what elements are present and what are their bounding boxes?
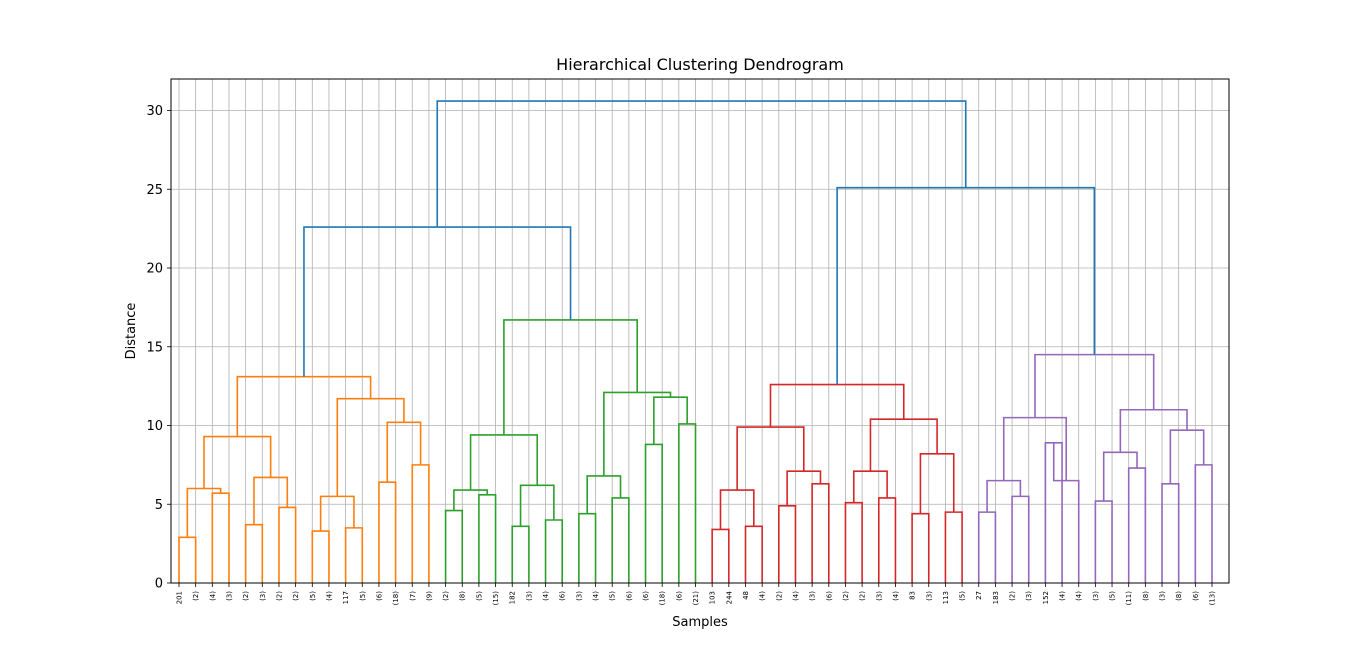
y-axis-ticks: 0 5 10 15 20 25 30 bbox=[146, 104, 171, 592]
dendrogram-links bbox=[178, 100, 1213, 583]
plot-frame bbox=[170, 78, 1230, 584]
x-tick-label: (6) bbox=[625, 591, 633, 601]
x-tick-label: (5) bbox=[959, 591, 967, 601]
x-tick-label: 182 bbox=[509, 591, 517, 604]
chart-title: Hierarchical Clustering Dendrogram bbox=[556, 55, 844, 74]
y-tick-label: 20 bbox=[146, 262, 163, 277]
x-tick-label: (3) bbox=[525, 591, 533, 601]
x-tick-label: (3) bbox=[1092, 591, 1100, 601]
x-axis-label: Samples bbox=[672, 615, 728, 630]
x-tick-label: (6) bbox=[642, 591, 650, 601]
y-axis-label: Distance bbox=[124, 303, 139, 360]
x-tick-label: 27 bbox=[975, 591, 983, 600]
x-tick-label: (4) bbox=[759, 591, 767, 601]
x-tick-label: (2) bbox=[1009, 591, 1017, 601]
y-tick-label: 10 bbox=[146, 419, 163, 434]
x-tick-label: (5) bbox=[309, 591, 317, 601]
x-tick-label: (4) bbox=[209, 591, 217, 601]
x-tick-label: (2) bbox=[775, 591, 783, 601]
x-tick-label: (5) bbox=[609, 591, 617, 601]
x-tick-label: (21) bbox=[692, 591, 700, 606]
x-tick-label: (7) bbox=[409, 591, 417, 601]
x-tick-label: (8) bbox=[459, 591, 467, 601]
x-tick-label: (3) bbox=[809, 591, 817, 601]
x-tick-label: 103 bbox=[709, 591, 717, 604]
x-tick-label: 152 bbox=[1042, 591, 1050, 604]
x-tick-label: (6) bbox=[1192, 591, 1200, 601]
x-tick-label: (9) bbox=[425, 591, 433, 601]
x-tick-label: (6) bbox=[675, 591, 683, 601]
x-tick-label: (3) bbox=[259, 591, 267, 601]
y-tick-label: 0 bbox=[155, 577, 163, 592]
x-tick-label: 117 bbox=[342, 591, 350, 604]
x-tick-label: (3) bbox=[1025, 591, 1033, 601]
x-tick-label: (2) bbox=[292, 591, 300, 601]
x-tick-label: 201 bbox=[176, 591, 184, 604]
x-tick-label: (18) bbox=[392, 591, 400, 606]
x-tick-label: (4) bbox=[892, 591, 900, 601]
y-tick-label: 15 bbox=[146, 340, 163, 355]
x-tick-label: 113 bbox=[942, 591, 950, 604]
x-tick-label: (3) bbox=[875, 591, 883, 601]
x-tick-label: (4) bbox=[592, 591, 600, 601]
x-tick-label: (2) bbox=[442, 591, 450, 601]
x-tick-label: 183 bbox=[992, 591, 1000, 604]
x-tick-label: (3) bbox=[1159, 591, 1167, 601]
x-axis-ticks: 201 (2) (4) (3) (2) (3) (2) (2) (5) (4) 117 (5) (6) (… bbox=[176, 583, 1217, 605]
x-tick-label: (3) bbox=[925, 591, 933, 601]
y-tick-label: 25 bbox=[146, 183, 163, 198]
x-tick-label: 244 bbox=[725, 590, 733, 604]
dendrogram-link-above_threshold bbox=[436, 100, 967, 228]
x-tick-label: (13) bbox=[1209, 591, 1217, 606]
x-tick-label: (6) bbox=[375, 591, 383, 601]
x-tick-label: (15) bbox=[492, 591, 500, 606]
x-tick-label: (5) bbox=[475, 591, 483, 601]
x-tick-label: (2) bbox=[859, 591, 867, 601]
x-tick-label: (8) bbox=[1142, 591, 1150, 601]
y-tick-label: 30 bbox=[146, 104, 163, 119]
x-tick-label: (4) bbox=[542, 591, 550, 601]
x-tick-label: (3) bbox=[225, 591, 233, 601]
x-tick-label: (11) bbox=[1125, 591, 1133, 606]
x-tick-label: 83 bbox=[909, 591, 917, 600]
x-tick-label: 48 bbox=[742, 591, 750, 600]
x-tick-label: (2) bbox=[842, 591, 850, 601]
x-tick-label: (8) bbox=[1175, 591, 1183, 601]
x-tick-label: (2) bbox=[275, 591, 283, 601]
x-tick-label: (5) bbox=[359, 591, 367, 601]
x-tick-label: (4) bbox=[325, 591, 333, 601]
x-tick-label: (2) bbox=[242, 591, 250, 601]
x-tick-label: (5) bbox=[1109, 591, 1117, 601]
y-tick-label: 5 bbox=[155, 498, 163, 513]
x-tick-label: (4) bbox=[1075, 591, 1083, 601]
x-tick-label: (3) bbox=[575, 591, 583, 601]
x-tick-label: (6) bbox=[825, 591, 833, 601]
x-tick-label: (2) bbox=[192, 591, 200, 601]
x-tick-label: (4) bbox=[1059, 591, 1067, 601]
x-tick-label: (6) bbox=[559, 591, 567, 601]
x-tick-label: (4) bbox=[792, 591, 800, 601]
x-tick-label: (18) bbox=[659, 591, 667, 606]
